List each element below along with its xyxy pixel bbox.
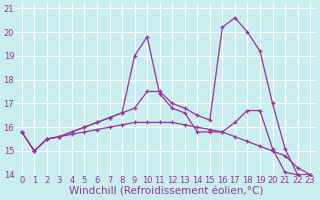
X-axis label: Windchill (Refroidissement éolien,°C): Windchill (Refroidissement éolien,°C) (69, 187, 263, 197)
